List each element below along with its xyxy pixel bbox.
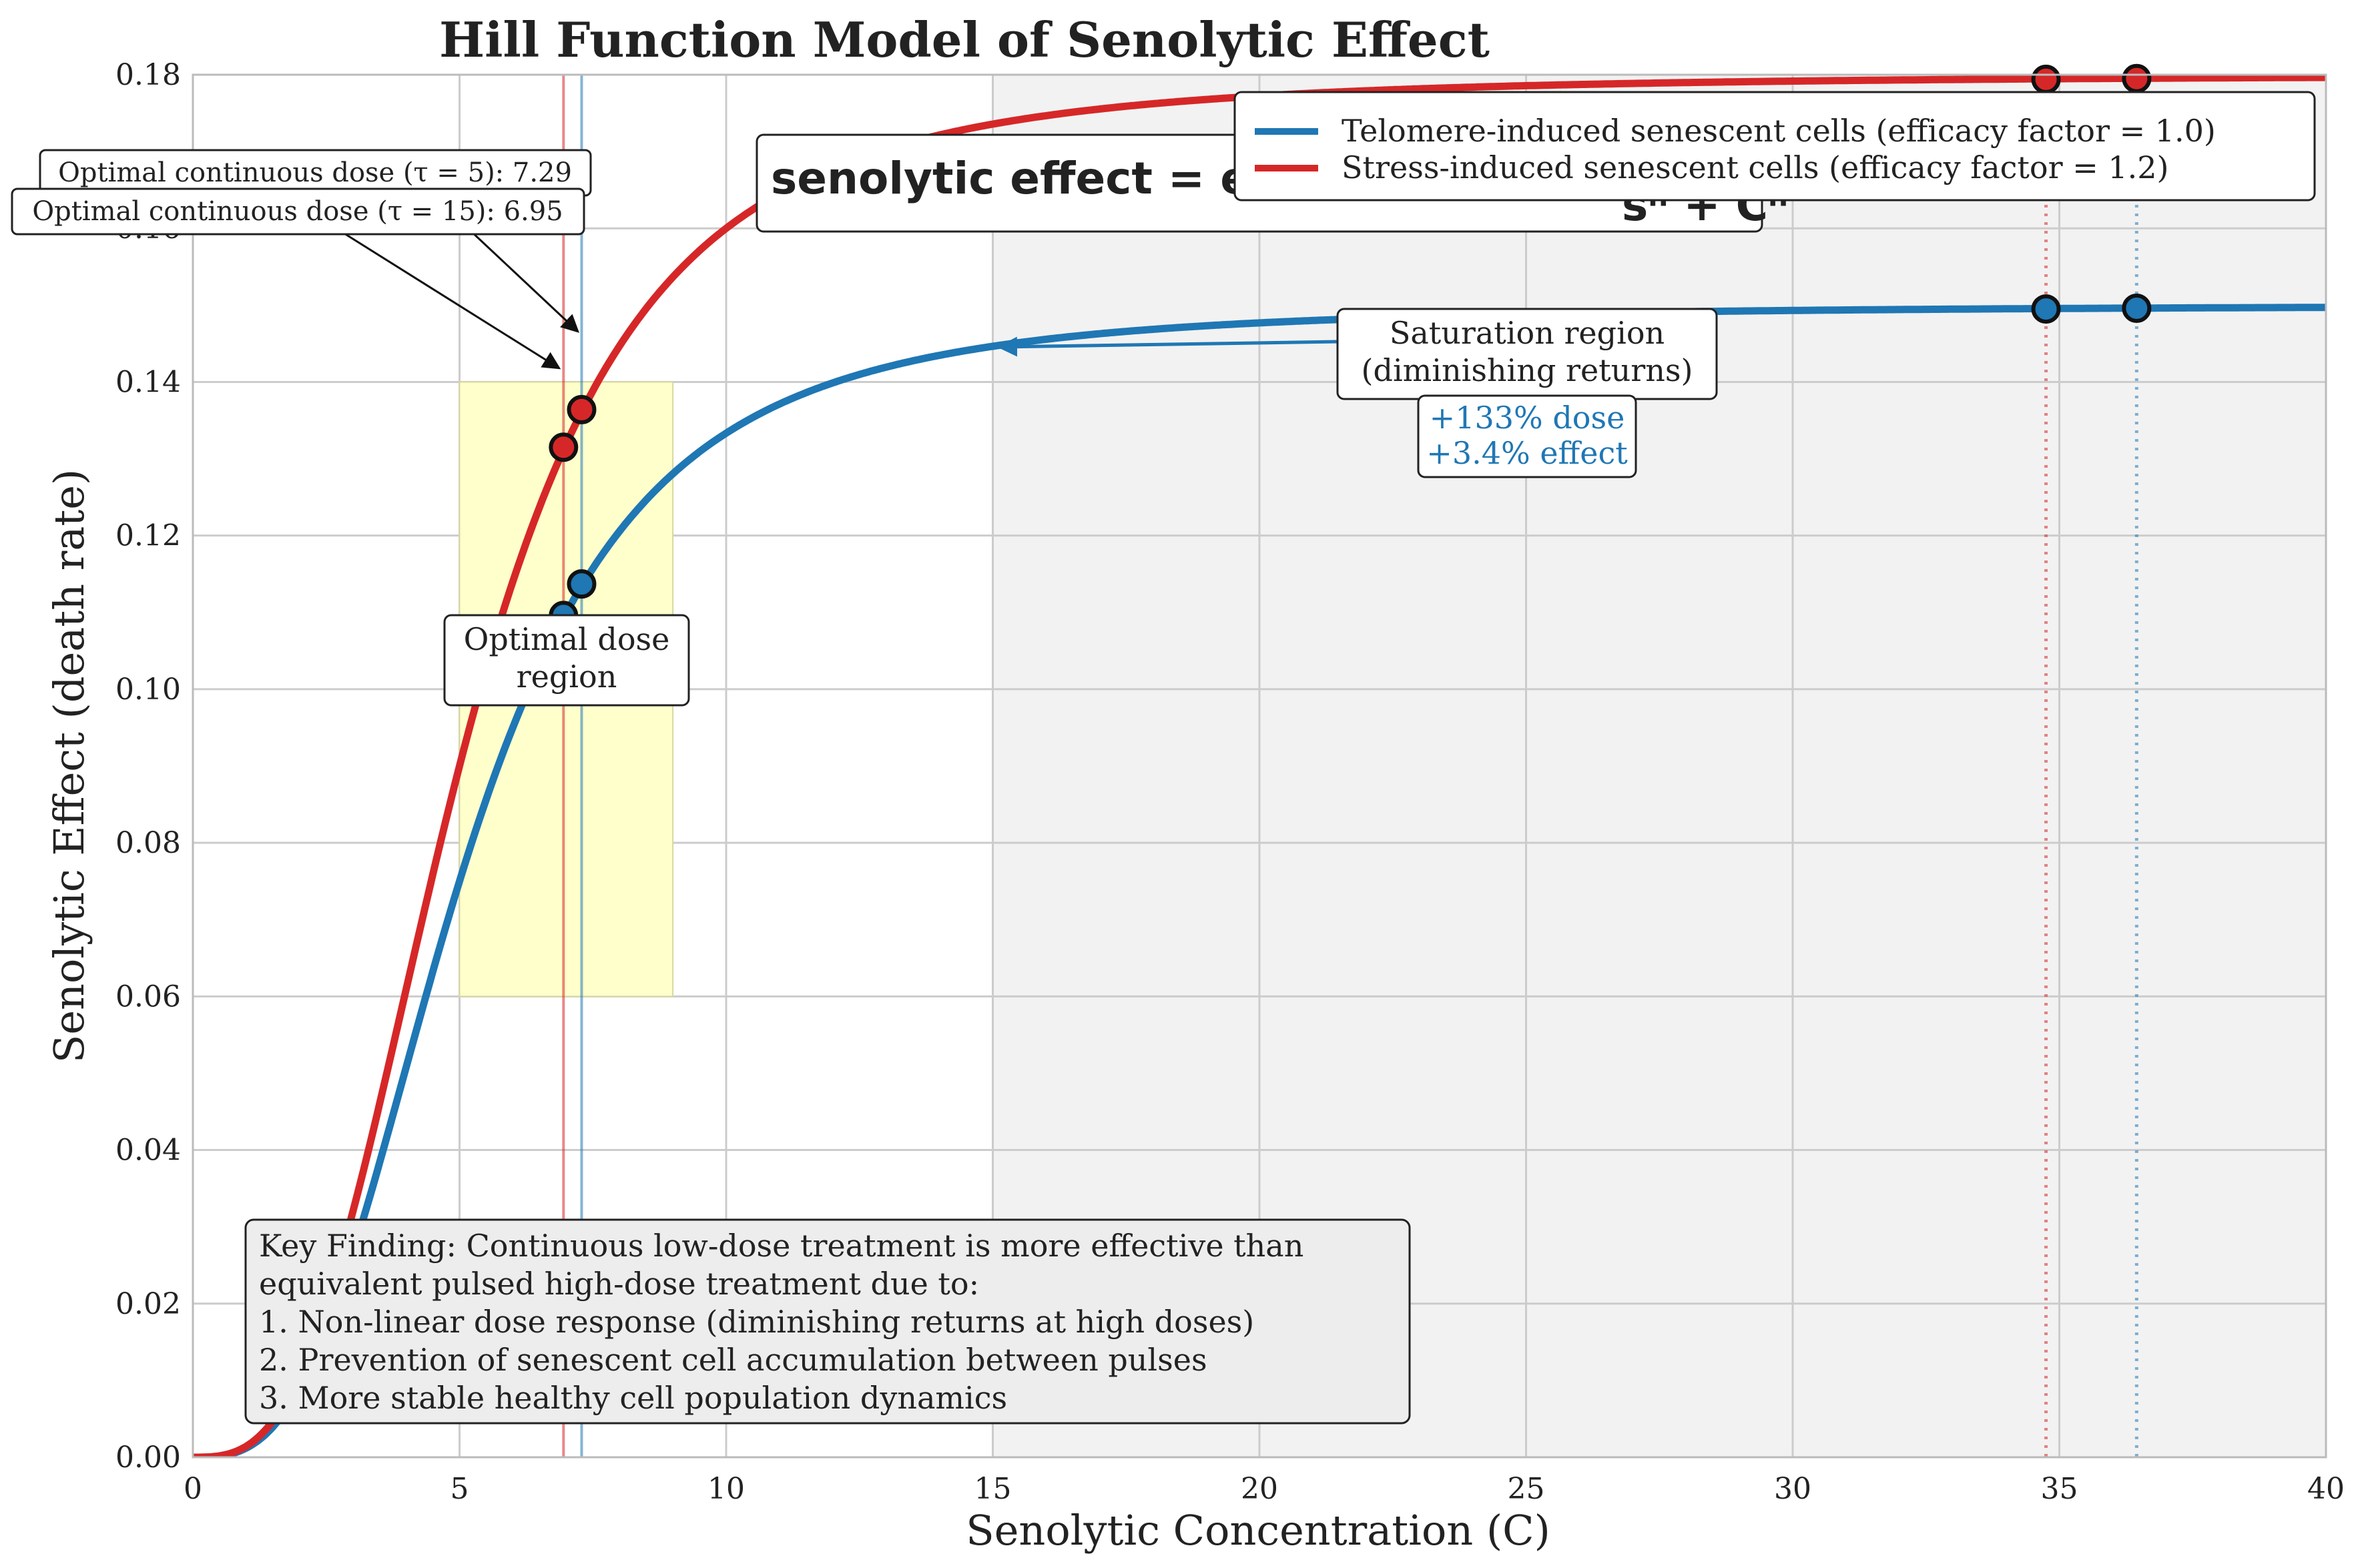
x-axis-title: Senolytic Concentration (C) bbox=[966, 1506, 1550, 1555]
y-tick-label: 0.06 bbox=[115, 979, 181, 1014]
data-point-telomere bbox=[2122, 293, 2152, 323]
annotation-tau5-text: Optimal continuous dose (τ = 5): 7.29 bbox=[58, 157, 572, 188]
y-axis-title: Senolytic Effect (death rate) bbox=[45, 469, 93, 1063]
arrow-tau15 bbox=[333, 226, 561, 370]
saturation-region-label: Saturation region (diminishing returns) bbox=[1336, 308, 1718, 400]
y-tick-label: 0.00 bbox=[115, 1441, 181, 1475]
formula-text: senolytic effect = e bbox=[771, 153, 1250, 204]
y-tick-label: 0.18 bbox=[115, 58, 181, 92]
y-tick-label: 0.10 bbox=[115, 673, 181, 707]
saturation-line2: (diminishing returns) bbox=[1362, 352, 1693, 388]
optimal-region-line2: region bbox=[517, 659, 617, 695]
key-finding-line3: 1. Non-linear dose response (diminishing… bbox=[259, 1304, 1254, 1340]
data-point-stress bbox=[2122, 63, 2152, 93]
key-finding-line1: Key Finding: Continuous low-dose treatme… bbox=[259, 1228, 1303, 1264]
x-tick-label: 25 bbox=[1508, 1472, 1545, 1506]
key-finding-box: Key Finding: Continuous low-dose treatme… bbox=[244, 1218, 1411, 1425]
data-point-telomere bbox=[567, 569, 597, 599]
data-point-stress bbox=[567, 394, 597, 424]
y-tick-labels: 0.000.020.040.060.080.100.120.140.160.18 bbox=[115, 58, 181, 1475]
optimal-region-label: Optimal dose region bbox=[443, 614, 690, 707]
optimal-region-line1: Optimal dose bbox=[464, 621, 670, 657]
x-tick-label: 15 bbox=[974, 1472, 1012, 1506]
y-tick-label: 0.04 bbox=[115, 1134, 181, 1168]
chart-title: Hill Function Model of Senolytic Effect bbox=[439, 11, 1490, 68]
x-tick-label: 5 bbox=[451, 1472, 469, 1506]
dose-effect-label: +133% dose +3.4% effect bbox=[1417, 394, 1637, 478]
saturation-arrow bbox=[997, 336, 1339, 357]
x-tick-label: 40 bbox=[2307, 1472, 2345, 1506]
annotation-tau5: Optimal continuous dose (τ = 5): 7.29 bbox=[39, 149, 592, 197]
x-tick-label: 10 bbox=[707, 1472, 745, 1506]
series-markers bbox=[549, 63, 2152, 631]
key-finding-line5: 3. More stable healthy cell population d… bbox=[259, 1380, 1007, 1416]
key-finding-line4: 2. Prevention of senescent cell accumula… bbox=[259, 1342, 1207, 1378]
y-tick-label: 0.14 bbox=[115, 365, 181, 399]
data-point-stress bbox=[2031, 64, 2061, 94]
x-tick-label: 30 bbox=[1774, 1472, 1811, 1506]
legend: Telomere-induced senescent cells (effica… bbox=[1233, 91, 2316, 202]
key-finding-line2: equivalent pulsed high-dose treatment du… bbox=[259, 1266, 979, 1302]
x-tick-label: 20 bbox=[1241, 1472, 1278, 1506]
data-point-stress bbox=[549, 432, 579, 462]
dose-increase-text: +133% dose bbox=[1430, 400, 1625, 436]
y-tick-label: 0.12 bbox=[115, 519, 181, 553]
x-tick-label: 0 bbox=[184, 1472, 202, 1506]
legend-label-telomere: Telomere-induced senescent cells (effica… bbox=[1342, 113, 2216, 149]
annotation-tau15-text: Optimal continuous dose (τ = 15): 6.95 bbox=[32, 196, 563, 227]
saturation-line1: Saturation region bbox=[1390, 315, 1665, 351]
effect-increase-text: +3.4% effect bbox=[1426, 435, 1628, 471]
legend-label-stress: Stress-induced senescent cells (efficacy… bbox=[1342, 149, 2168, 185]
x-tick-labels: 0 5 10 15 20 25 30 35 40 bbox=[184, 1472, 2345, 1506]
plot-frame bbox=[192, 73, 2327, 1459]
y-tick-label: 0.02 bbox=[115, 1287, 181, 1321]
annotation-tau15: Optimal continuous dose (τ = 15): 6.95 bbox=[11, 187, 585, 236]
x-tick-label: 35 bbox=[2041, 1472, 2078, 1506]
y-tick-label: 0.08 bbox=[115, 826, 181, 860]
data-point-telomere bbox=[2031, 294, 2061, 324]
